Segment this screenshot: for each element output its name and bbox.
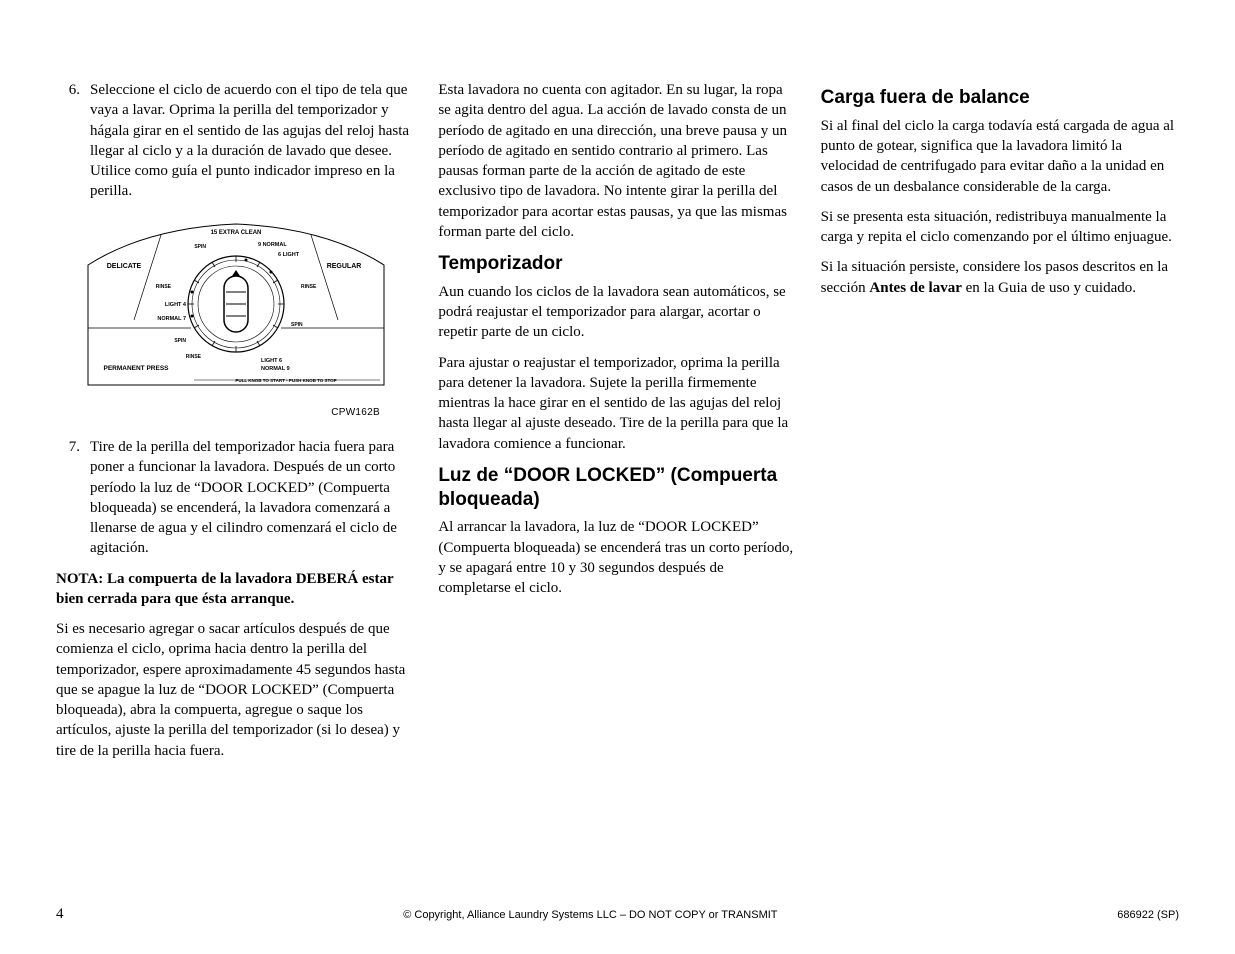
list-item-7: 7. Tire de la perilla del temporizador h… [56,437,414,559]
column-1: 6. Seleccione el ciclo de acuerdo con el… [56,80,414,771]
label-normal9: 9 NORMAL [258,242,287,248]
label-normal7: NORMAL 7 [157,316,186,322]
label-light4: LIGHT 4 [165,302,187,308]
numbered-list: 6. Seleccione el ciclo de acuerdo con el… [56,80,414,202]
item-text: Seleccione el ciclo de acuerdo con el ti… [90,80,414,202]
doc-id: 686922 (SP) [1117,908,1179,923]
label-spin-tl: SPIN [194,244,206,250]
paragraph: Si al final del ciclo la carga todavía e… [821,116,1179,197]
item-text: Tire de la perilla del temporizador haci… [90,437,414,559]
paragraph: Si es necesario agregar o sacar artículo… [56,619,414,761]
text-bold: Antes de lavar [869,280,962,296]
item-number: 7. [56,437,90,559]
dial-svg: 15 EXTRA CLEAN 9 NORMAL 6 LIGHT DELICATE… [86,220,386,400]
page-footer: 4 © Copyright, Alliance Laundry Systems … [56,904,1179,924]
page-number: 4 [56,904,64,924]
label-rinse-l: RINSE [156,284,172,290]
paragraph: Si la situación persiste, considere los … [821,257,1179,298]
list-item-6: 6. Seleccione el ciclo de acuerdo con el… [56,80,414,202]
paragraph: Para ajustar o reajustar el temporizador… [438,353,796,454]
paragraph: Aun cuando los ciclos de la lavadora sea… [438,282,796,343]
label-regular: REGULAR [327,263,362,270]
item-number: 6. [56,80,90,202]
label-spin-bl: SPIN [174,338,186,344]
label-delicate: DELICATE [107,263,142,270]
text-run: en la Guia de uso y cuidado. [962,280,1136,296]
column-3: Carga fuera de balance Si al final del c… [821,80,1179,771]
label-extra-clean: 15 EXTRA CLEAN [211,230,262,236]
paragraph: Esta lavadora no cuenta con agitador. En… [438,80,796,242]
heading-door-locked: Luz de “DOOR LOCKED” (Compuerta bloquead… [438,464,796,512]
label-normal9b: NORMAL 9 [261,366,290,372]
label-pull-push: PULL KNOB TO START - PUSH KNOB TO STOP [235,378,336,383]
copyright: © Copyright, Alliance Laundry Systems LL… [403,908,777,923]
heading-temporizador: Temporizador [438,252,796,276]
label-light6: 6 LIGHT [278,252,300,258]
figure-caption: CPW162B [86,406,386,420]
heading-carga: Carga fuera de balance [821,86,1179,110]
timer-dial-figure: 15 EXTRA CLEAN 9 NORMAL 6 LIGHT DELICATE… [86,220,386,420]
numbered-list-2: 7. Tire de la perilla del temporizador h… [56,437,414,559]
paragraph: Si se presenta esta situación, redistrib… [821,207,1179,248]
note-text: NOTA: La compuerta de la lavadora DEBERÁ… [56,569,414,610]
label-rinse-r: RINSE [301,284,317,290]
column-2: Esta lavadora no cuenta con agitador. En… [438,80,796,771]
label-spin-r: SPIN [291,322,303,328]
label-light6b: LIGHT 6 [261,358,282,364]
content-columns: 6. Seleccione el ciclo de acuerdo con el… [56,80,1179,771]
label-perm-press: PERMANENT PRESS [103,365,169,372]
paragraph: Al arrancar la lavadora, la luz de “DOOR… [438,517,796,598]
label-rinse-bl: RINSE [186,354,202,360]
